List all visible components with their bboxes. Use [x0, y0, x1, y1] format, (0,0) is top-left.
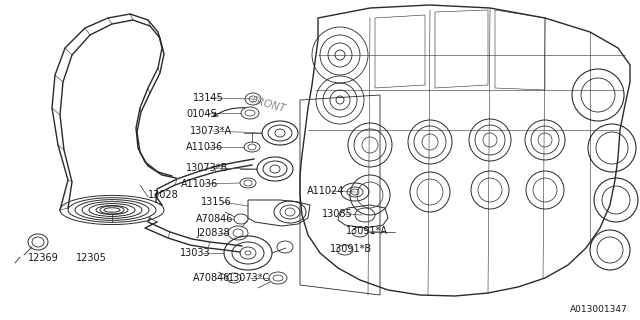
Text: 13073*B: 13073*B	[186, 163, 228, 173]
Text: A70846: A70846	[193, 273, 230, 283]
Text: A013001347: A013001347	[570, 306, 628, 315]
Text: 13073*A: 13073*A	[190, 126, 232, 136]
Text: 13073*C: 13073*C	[228, 273, 270, 283]
Text: 13145: 13145	[193, 93, 224, 103]
Text: 13028: 13028	[148, 190, 179, 200]
Text: A11036: A11036	[181, 179, 218, 189]
Text: J20838: J20838	[196, 228, 230, 238]
Text: 13091*A: 13091*A	[346, 226, 388, 236]
Text: 13085: 13085	[322, 209, 353, 219]
Text: 13091*B: 13091*B	[330, 244, 372, 254]
Text: 12305: 12305	[76, 253, 107, 263]
Text: A11036: A11036	[186, 142, 223, 152]
Text: A70846: A70846	[196, 214, 234, 224]
Text: FRONT: FRONT	[250, 96, 287, 115]
Text: A11024: A11024	[307, 186, 344, 196]
Text: 13156: 13156	[201, 197, 232, 207]
Text: 13033: 13033	[180, 248, 211, 258]
Text: 12369: 12369	[28, 253, 59, 263]
Text: 0104S: 0104S	[186, 109, 216, 119]
